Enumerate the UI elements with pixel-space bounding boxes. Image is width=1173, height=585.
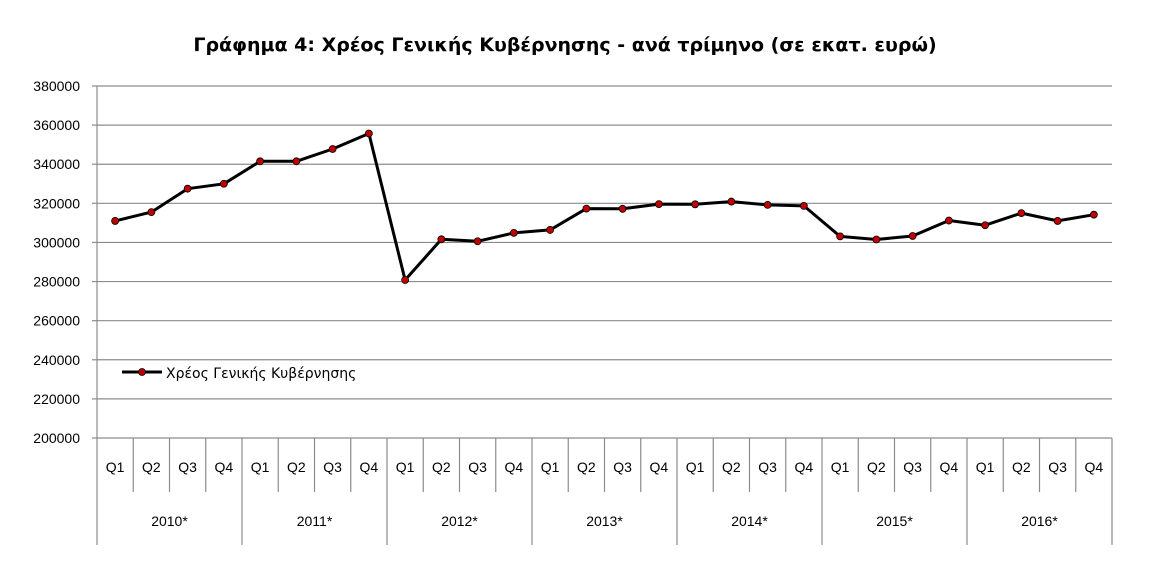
chart-title: Γράφημα 4: Χρέος Γενικής Κυβέρνησης - αν… [193,34,937,56]
data-point [1017,209,1026,218]
data-point [836,232,845,241]
y-tick-label: 240000 [33,352,80,368]
data-point [364,129,373,138]
x-tick-label-quarter: Q3 [468,459,487,475]
y-tick-label: 360000 [33,117,80,133]
y-tick-label: 220000 [33,391,80,407]
data-point [618,204,627,213]
x-tick-label-year: 2014* [731,513,768,529]
x-tick-label-quarter: Q3 [613,459,632,475]
x-tick-label-quarter: Q1 [686,459,705,475]
x-tick-label-quarter: Q1 [976,459,995,475]
x-tick-label-quarter: Q2 [577,459,596,475]
x-tick-label-year: 2013* [586,513,623,529]
x-tick-label-quarter: Q2 [1012,459,1031,475]
x-tick-label-quarter: Q2 [142,459,161,475]
data-point [763,200,772,209]
data-point [509,228,518,237]
data-point [691,200,700,209]
y-tick-label: 380000 [33,78,80,94]
x-tick-label-quarter: Q4 [940,459,959,475]
gridlines [97,85,1112,439]
y-tick-label: 260000 [33,313,80,329]
x-tick-label-quarter: Q3 [323,459,342,475]
y-tick-label: 300000 [33,234,80,250]
legend: Χρέος Γενικής Κυβέρνησης [122,366,356,382]
data-point [183,184,192,193]
y-tick-label: 340000 [33,156,80,172]
data-point [981,221,990,230]
data-point [111,217,120,225]
x-tick-label-year: 2011* [297,513,333,529]
data-point [437,235,446,244]
data-point [944,216,953,225]
x-tick-label-quarter: Q4 [650,459,669,475]
x-tick-label-quarter: Q4 [795,459,814,475]
x-tick-label-quarter: Q3 [903,459,922,475]
x-tick-label-quarter: Q4 [1085,459,1104,475]
data-point [147,208,156,217]
data-point [872,235,881,244]
x-tick-label-quarter: Q2 [287,459,306,475]
data-point [908,232,917,240]
data-point [256,157,265,166]
x-tick-label-quarter: Q1 [106,459,125,475]
y-tick-label: 200000 [33,430,80,446]
data-point [292,157,301,166]
x-tick-label-quarter: Q4 [215,459,234,475]
x-tick-label-quarter: Q4 [360,459,379,475]
x-tick-label-year: 2015* [876,513,913,529]
x-tick-label-quarter: Q1 [831,459,850,475]
x-tick-label-year: 2016* [1021,513,1058,529]
x-tick-label-quarter: Q2 [867,459,886,475]
data-point [1053,217,1062,225]
x-tick-label-quarter: Q1 [541,459,560,475]
legend-label: Χρέος Γενικής Κυβέρνησης [166,366,356,382]
data-point [799,201,808,210]
x-tick-label-quarter: Q1 [251,459,270,475]
data-point [654,200,663,209]
data-point [546,226,555,234]
x-tick-label-year: 2010* [151,513,188,529]
data-point [1089,210,1098,219]
series-line [111,129,1098,284]
series-line-0 [114,132,1095,282]
x-tick-label-quarter: Q2 [722,459,741,475]
x-tick-label-quarter: Q1 [396,459,415,475]
data-point [473,237,482,246]
data-point [328,145,337,153]
x-tick-label-quarter: Q4 [505,459,524,475]
data-point [582,204,591,213]
x-tick-label-quarter: Q3 [178,459,197,475]
data-point [401,276,410,284]
legend-marker [138,368,146,376]
data-point [219,179,228,188]
y-axis: 200000 220000 240000 260000 280000 300000 3200… [33,78,98,446]
x-tick-label-quarter: Q2 [432,459,451,475]
y-tick-label: 320000 [33,195,80,211]
y-tick-label: 280000 [33,274,80,290]
x-tick-label-quarter: Q3 [1048,459,1067,475]
data-point [727,197,736,206]
x-tick-label-year: 2012* [441,513,478,529]
x-tick-label-quarter: Q3 [758,459,777,475]
x-axis: Q1 Q2 Q3 Q4 Q1 Q2 Q3 Q4 Q1 Q2 Q3 Q4 Q1 Q2 Q3 Q4 Q1 Q2 Q3 Q4… [96,438,1113,545]
